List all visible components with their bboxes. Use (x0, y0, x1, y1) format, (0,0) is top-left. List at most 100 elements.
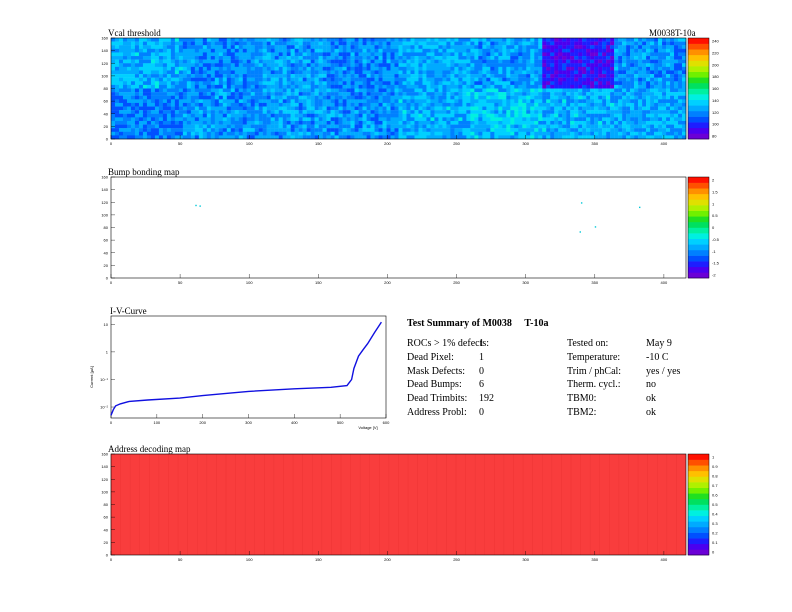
vcal-cell (154, 106, 160, 111)
bump-ytick-label: 60 (104, 238, 109, 243)
vcal-cell (242, 48, 247, 53)
vcal-cell (282, 128, 287, 132)
vcal-cell (610, 48, 615, 53)
vcal-cell (470, 48, 475, 53)
vcal-cell (574, 66, 579, 71)
vcal-cell (654, 124, 659, 129)
vcal-cell (478, 41, 483, 46)
vcal-cell (326, 59, 331, 64)
vcal-cell (266, 52, 271, 57)
vcal-cell (422, 131, 427, 136)
vcal-cell (666, 52, 671, 57)
vcal-cell (634, 131, 639, 136)
vcal-cell (166, 99, 172, 104)
vcal-cell (466, 81, 471, 86)
vcal-cell (226, 38, 231, 42)
vcal-cell (650, 56, 655, 60)
vcal-cell (302, 92, 307, 96)
vcal-cell (150, 52, 156, 57)
vcal-cell (578, 131, 583, 136)
vcal-cell (234, 59, 239, 64)
vcal-cell (238, 66, 243, 71)
vcal-cell (290, 88, 295, 93)
vcal-cell (530, 92, 535, 96)
vcal-cell (162, 63, 168, 68)
vcal-cell (318, 106, 323, 111)
vcal-cell (206, 56, 212, 60)
vcal-cell (262, 128, 267, 132)
vcal-cell (678, 135, 683, 140)
vcal-cell (506, 117, 511, 122)
vcal-cell (250, 117, 255, 122)
vcal-cell (382, 102, 387, 107)
vcal-cell (438, 92, 443, 96)
vcal-cell (286, 66, 291, 71)
vcal-cell (646, 135, 651, 140)
vcal-cell (666, 88, 671, 93)
vcal-cell (130, 88, 136, 93)
vcal-cell (634, 52, 639, 57)
vcal-cell (338, 45, 343, 50)
vcal-cell (314, 99, 319, 104)
vcal-cell (306, 59, 311, 64)
vcal-cell (334, 113, 339, 118)
vcal-cell (382, 117, 387, 122)
vcal-palette-label: 180 (712, 74, 719, 79)
vcal-cell (414, 38, 419, 42)
vcal-cell (182, 63, 188, 68)
vcal-cell (350, 56, 355, 60)
vcal-cell (226, 66, 231, 71)
vcal-cell (286, 41, 291, 46)
vcal-cell (346, 110, 351, 114)
vcal-cell (114, 92, 120, 96)
vcal-cell (498, 92, 503, 96)
vcal-cell (346, 56, 351, 60)
vcal-cell (570, 120, 575, 125)
vcal-cell (586, 102, 591, 107)
vcal-cell (298, 41, 303, 46)
vcal-cell (402, 70, 407, 75)
vcal-cell (586, 131, 591, 136)
vcal-cell (338, 128, 343, 132)
vcal-cell (166, 135, 172, 140)
vcal-cell (618, 38, 623, 42)
vcal-cell (138, 117, 144, 122)
vcal-cell (362, 131, 367, 136)
vcal-cell (534, 102, 539, 107)
vcal-cell (410, 48, 415, 53)
vcal-cell (122, 56, 128, 60)
vcal-cell (470, 77, 475, 82)
vcal-cell (502, 102, 507, 107)
vcal-cell (158, 102, 164, 107)
vcal-cell (446, 56, 451, 60)
vcal-cell (566, 77, 571, 82)
vcal-cell (246, 102, 251, 107)
vcal-cell (262, 113, 267, 118)
vcal-cell (626, 52, 631, 57)
vcal-cell (642, 128, 647, 132)
vcal-cell (286, 99, 291, 104)
vcal-cell (546, 63, 551, 68)
vcal-cell (646, 88, 651, 93)
vcal-cell (294, 70, 299, 75)
vcal-cell (258, 48, 263, 53)
vcal-cell (198, 120, 204, 125)
vcal-cell (202, 102, 208, 107)
vcal-cell (318, 110, 323, 114)
vcal-cell (398, 81, 403, 86)
vcal-cell (186, 128, 192, 132)
vcal-cell (430, 110, 435, 114)
vcal-cell (614, 120, 619, 125)
vcal-cell (202, 41, 208, 46)
vcal-cell (498, 88, 503, 93)
vcal-cell (486, 113, 491, 118)
vcal-cell (138, 66, 144, 71)
vcal-cell (218, 45, 224, 50)
vcal-cell (602, 102, 607, 107)
vcal-cell (354, 66, 359, 71)
vcal-cell (186, 74, 192, 78)
vcal-cell (558, 52, 563, 57)
vcal-cell (574, 120, 579, 125)
vcal-cell (270, 38, 275, 42)
vcal-cell (382, 95, 387, 100)
